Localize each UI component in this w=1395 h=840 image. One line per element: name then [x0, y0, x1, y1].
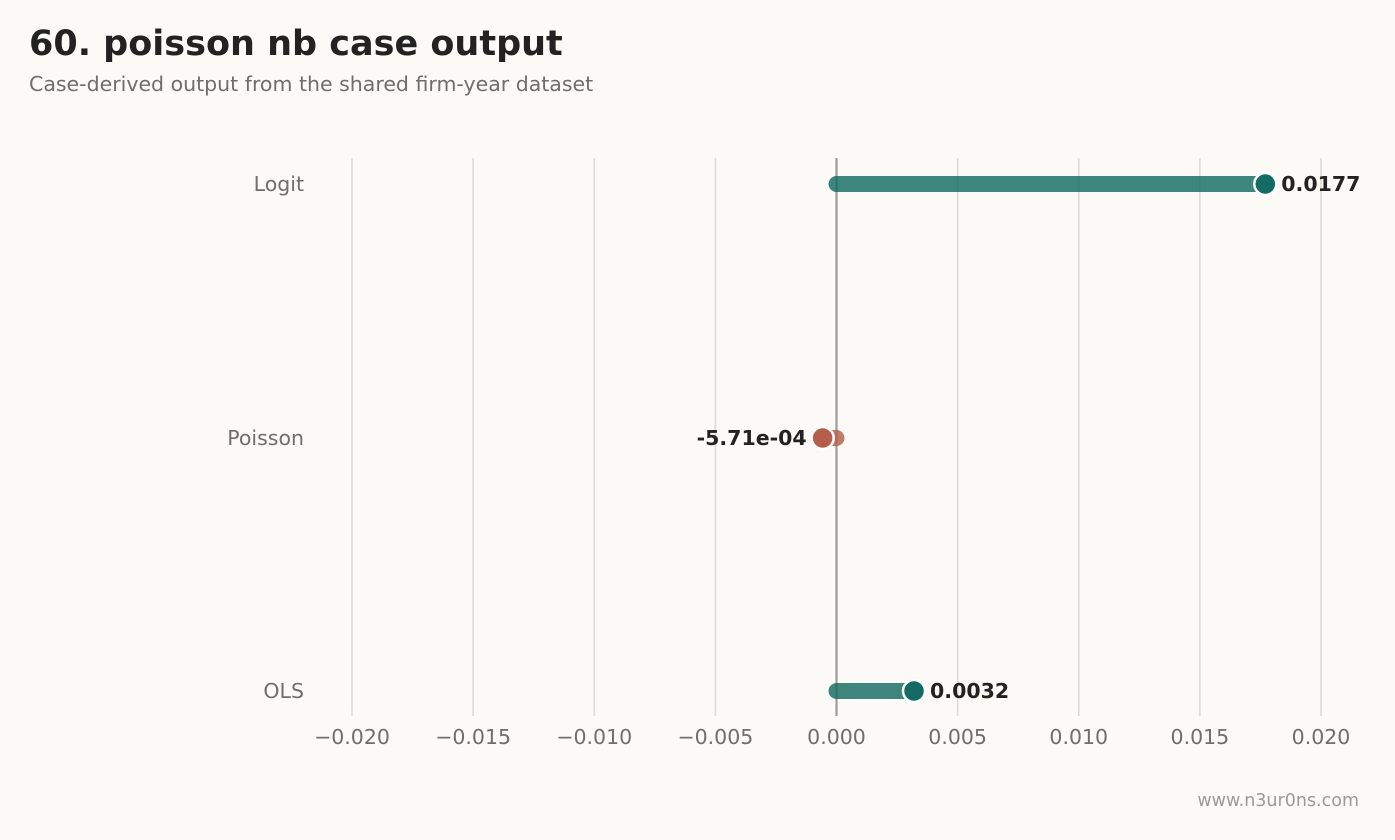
lollipop-head	[901, 678, 927, 704]
x-tick-label: 0.000	[807, 725, 866, 749]
x-tick-label: −0.015	[435, 725, 511, 749]
value-label: 0.0177	[1281, 172, 1360, 196]
x-tick-label: 0.020	[1292, 725, 1351, 749]
x-tick-label: −0.005	[677, 725, 753, 749]
chart-subtitle: Case-derived output from the shared firm…	[29, 72, 594, 96]
category-label: OLS	[263, 679, 304, 703]
x-tick-label: 0.005	[928, 725, 987, 749]
x-tick-label: −0.020	[314, 725, 390, 749]
watermark: www.n3ur0ns.com	[1197, 791, 1359, 811]
x-tick-label: 0.015	[1171, 725, 1230, 749]
category-label: Poisson	[227, 426, 304, 450]
value-label: 0.0032	[930, 679, 1009, 703]
value-label: -5.71e-04	[697, 426, 807, 450]
x-tick-label: −0.010	[556, 725, 632, 749]
lollipop-head	[1253, 171, 1278, 197]
chart-title: 60. poisson nb case output	[29, 24, 563, 64]
x-tick-labels: −0.020 −0.015 −0.010 −0.005 0.000 0.005 0.010 0…	[314, 725, 1350, 749]
x-tick-label: 0.010	[1049, 725, 1108, 749]
category-label: Logit	[254, 172, 304, 196]
category-labels: Logit Poisson OLS	[227, 172, 304, 703]
lollipop-head	[810, 425, 835, 451]
marks-layer: 0.0177 -5.71e-04 0.0032	[697, 171, 1360, 704]
